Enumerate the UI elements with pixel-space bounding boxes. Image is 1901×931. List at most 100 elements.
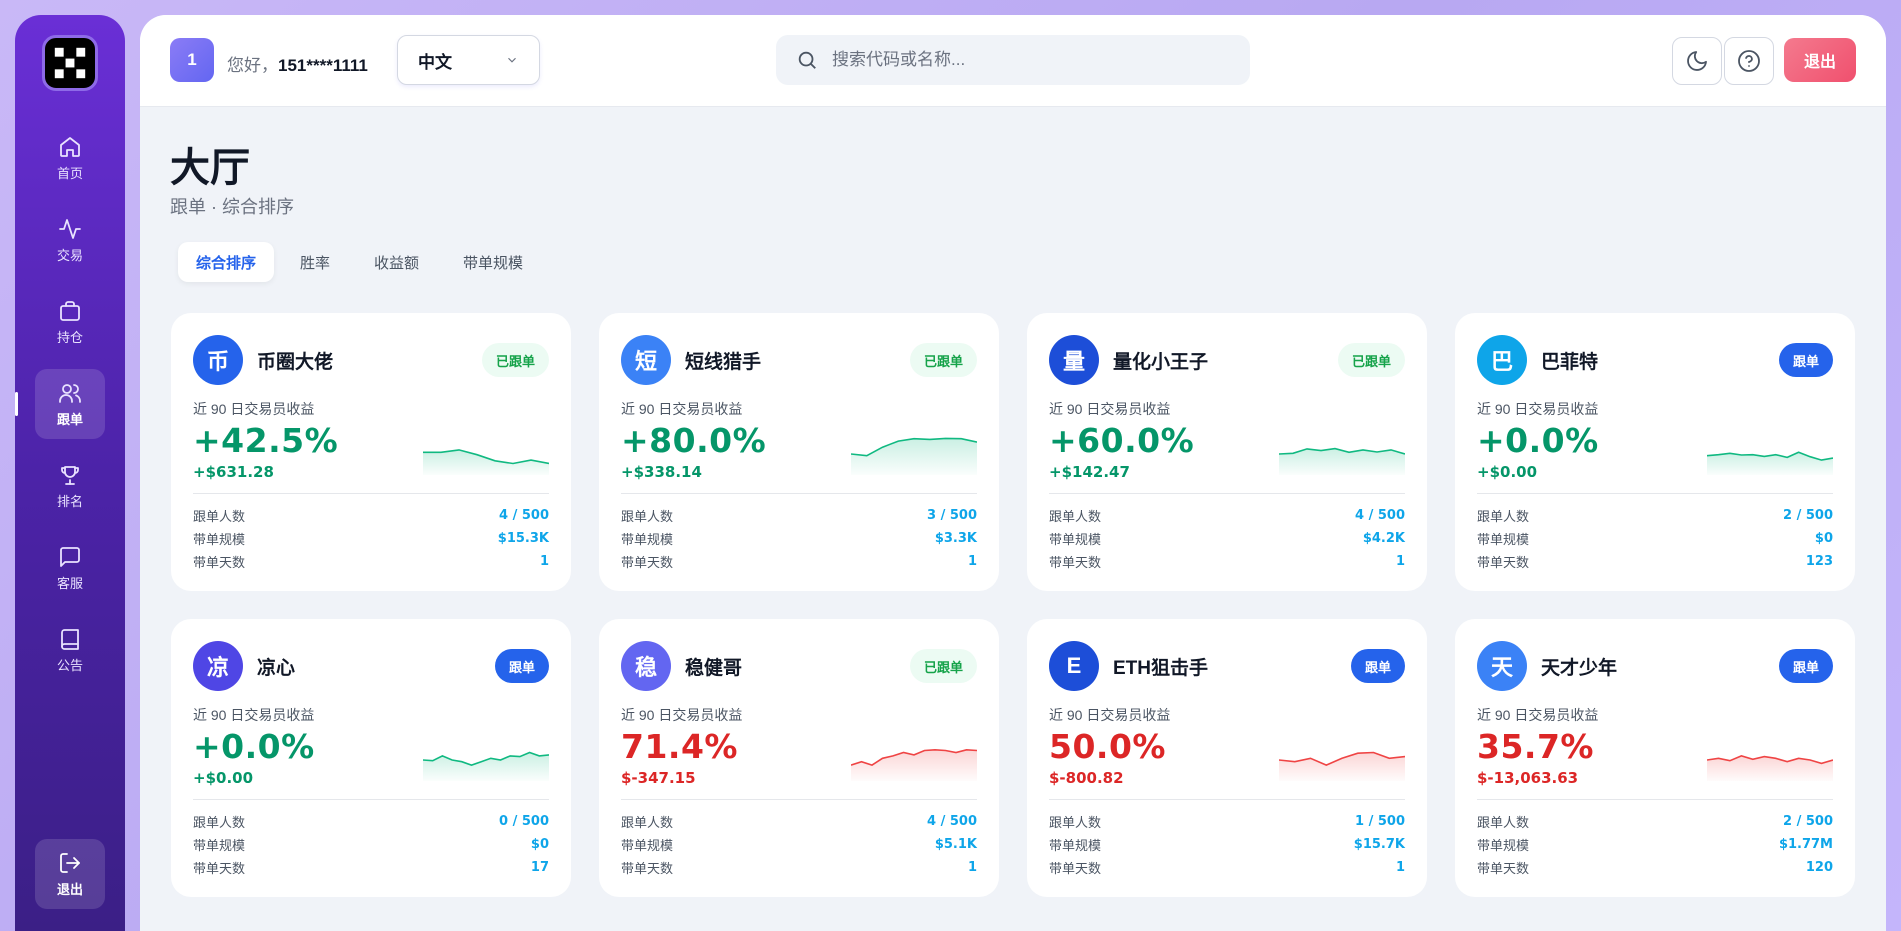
stat-value: $1.77M [1778, 837, 1833, 852]
sparkline-area [1279, 752, 1405, 781]
stat-label: 带单天数 [1477, 555, 1530, 570]
language-select[interactable]: 中文 [397, 35, 540, 85]
trader-stats: 跟单人数 2 / 500 带单规模 $0 带单天数 123 [1477, 504, 1833, 573]
stat-value: $15.3K [497, 531, 549, 546]
trader-stats: 跟单人数 3 / 500 带单规模 $3.3K 带单天数 1 [621, 504, 977, 573]
sidebar-item-trade[interactable]: 交易 [35, 205, 105, 275]
stat-label: 带单天数 [193, 861, 246, 876]
followed-badge[interactable]: 已跟单 [481, 343, 549, 377]
trader-name: 天才少年 [1541, 657, 1618, 679]
sidebar-item-home[interactable]: 首页 [35, 123, 105, 193]
trader-card[interactable]: 稳稳健哥 已跟单近 90 日交易员收益 71.4% $-347.15 跟单人数 4 / 5… [599, 619, 999, 897]
sidebar-item-support[interactable]: 客服 [35, 533, 105, 603]
trader-card[interactable]: 短短线猎手 已跟单近 90 日交易员收益 +80.0% +$338.14 跟单人数 3 /… [599, 313, 999, 591]
stat-label: 带单天数 [621, 555, 674, 570]
trader-card[interactable]: 量量化小王子 已跟单近 90 日交易员收益 +60.0% +$142.47 跟单人数 4 … [1027, 313, 1427, 591]
page-subtitle: 跟单 · 综合排序 [170, 197, 294, 217]
return-percent: +42.5% [193, 421, 339, 460]
stat-value: 3 / 500 [927, 508, 977, 523]
stat-value: 1 [967, 554, 977, 569]
trader-name: 巴菲特 [1541, 351, 1599, 373]
follow-button[interactable]: 跟单 [1778, 343, 1833, 377]
sort-tabs: 综合排序 胜率 收益额 带单规模 [178, 242, 541, 282]
header-logout-button[interactable]: 退出 [1784, 38, 1856, 82]
logo-mark-icon [54, 47, 86, 79]
stat-followers: 跟单人数 0 / 500 [193, 810, 549, 833]
stat-value: 0 / 500 [499, 814, 549, 829]
stat-followers: 跟单人数 3 / 500 [621, 504, 977, 527]
trader-card[interactable]: 巴巴菲特 跟单近 90 日交易员收益 +0.0% +$0.00 跟单人数 2 / 500 带… [1455, 313, 1855, 591]
stat-label: 带单规模 [1049, 838, 1102, 853]
perf-label: 近 90 日交易员收益 [1477, 707, 1599, 723]
stat-label: 跟单人数 [1049, 509, 1102, 524]
followed-badge[interactable]: 已跟单 [909, 649, 977, 683]
stat-value: $5.1K [934, 837, 977, 852]
sidebar-item-ranking[interactable]: 排名 [35, 451, 105, 521]
stat-scale: 带单规模 $0 [193, 833, 549, 856]
follow-button[interactable]: 跟单 [1778, 649, 1833, 683]
stat-scale: 带单规模 $4.2K [1049, 527, 1405, 550]
book-icon [61, 628, 79, 650]
tab-sort-2[interactable]: 收益额 [374, 254, 420, 272]
tab-sort-0[interactable]: 综合排序 [178, 242, 275, 282]
sidebar-item-copytrade[interactable]: 跟单 [15, 369, 105, 439]
sparkline-area [1707, 755, 1833, 781]
perf-label: 近 90 日交易员收益 [1049, 401, 1171, 417]
followed-badge[interactable]: 已跟单 [909, 343, 977, 377]
trader-card-header: E ETH狙击手 跟单 [1049, 641, 1405, 691]
followed-badge[interactable]: 已跟单 [1337, 343, 1405, 377]
sidebar-item-label: 首页 [56, 165, 83, 181]
trader-avatar: 天 [1477, 641, 1527, 691]
trader-card[interactable]: 天天才少年 跟单近 90 日交易员收益 35.7% $-13,063.63 跟单人数 2 … [1455, 619, 1855, 897]
sparkline-chart [423, 449, 549, 475]
trader-card[interactable]: 凉凉心 跟单近 90 日交易员收益 +0.0% +$0.00 跟单人数 0 / 500 带单… [171, 619, 571, 897]
return-percent: 50.0% [1049, 727, 1166, 766]
stat-value: 1 [539, 554, 549, 569]
search-box[interactable] [776, 35, 1250, 85]
stat-days: 带单天数 1 [193, 550, 549, 573]
sidebar-logout-button[interactable]: 退出 [35, 839, 105, 909]
sparkline-area [1707, 452, 1833, 475]
performance: 71.4% $-347.15 [621, 725, 977, 789]
stat-scale: 带单规模 $5.1K [621, 833, 977, 856]
sparkline-chart [851, 748, 977, 781]
stat-label: 跟单人数 [193, 815, 246, 830]
stat-label: 跟单人数 [621, 815, 674, 830]
sidebar-item-notices[interactable]: 公告 [35, 615, 105, 685]
stat-label: 带单天数 [193, 555, 246, 570]
stat-days: 带单天数 1 [1049, 550, 1405, 573]
trader-avatar: 凉 [193, 641, 243, 691]
app-logo[interactable] [42, 35, 98, 91]
theme-toggle-button[interactable] [1672, 37, 1722, 85]
trader-name: 稳健哥 [685, 657, 743, 679]
trophy-icon [61, 465, 79, 485]
divider [621, 493, 977, 494]
help-icon [1738, 50, 1760, 72]
stat-label: 带单规模 [1477, 838, 1530, 853]
trader-card[interactable]: 币币圈大佬 已跟单近 90 日交易员收益 +42.5% +$631.28 跟单人数 4 /… [171, 313, 571, 591]
stat-label: 带单规模 [193, 532, 246, 547]
help-button[interactable] [1724, 37, 1774, 85]
sidebar-item-positions[interactable]: 持仓 [35, 287, 105, 357]
stat-label: 带单天数 [621, 861, 674, 876]
return-percent: 35.7% [1477, 727, 1594, 766]
trader-name: 短线猎手 [685, 351, 762, 373]
sparkline-line [1279, 447, 1405, 455]
stat-days: 带单天数 1 [621, 856, 977, 879]
logout-icon [60, 852, 80, 873]
follow-button[interactable]: 跟单 [1350, 649, 1405, 683]
stat-value: 1 [1395, 554, 1405, 569]
tab-sort-3[interactable]: 带单规模 [463, 254, 524, 272]
stat-label: 带单规模 [621, 532, 674, 547]
greeting: 您好，151****1111 [227, 51, 368, 76]
search-input[interactable] [832, 50, 1212, 70]
tab-sort-1[interactable]: 胜率 [300, 254, 331, 272]
sparkline-line [1707, 755, 1833, 765]
follow-button[interactable]: 跟单 [494, 649, 549, 683]
sidebar-item-label: 客服 [56, 575, 83, 591]
trader-card[interactable]: E ETH狙击手 跟单近 90 日交易员收益 50.0% $-800.82 跟单人数 1 /… [1027, 619, 1427, 897]
stat-scale: 带单规模 $3.3K [621, 527, 977, 550]
stat-value: 120 [1805, 860, 1833, 875]
stat-value: 4 / 500 [499, 508, 549, 523]
user-avatar[interactable]: 1 [170, 38, 214, 82]
